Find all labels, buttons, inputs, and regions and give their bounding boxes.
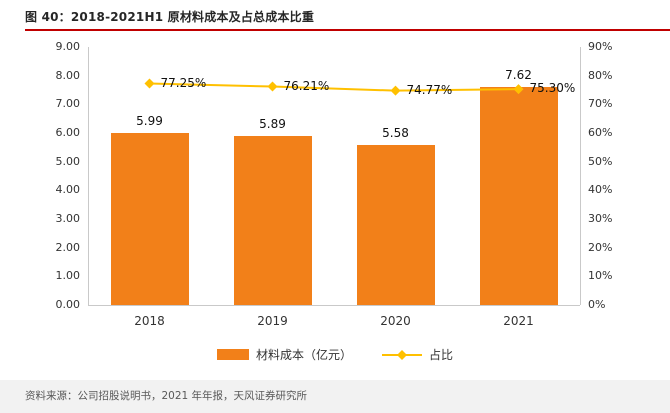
bar-value-label: 5.58 <box>382 126 409 141</box>
diamond-marker-icon <box>144 78 155 89</box>
right-axis-tick: 70% <box>588 97 613 111</box>
diamond-marker-icon <box>513 84 524 95</box>
right-axis-tick: 60% <box>588 126 613 139</box>
x-axis-line <box>88 305 580 306</box>
right-axis-tick: 20% <box>588 240 613 254</box>
right-axis-tick: 80% <box>588 68 613 82</box>
cost-bar <box>233 136 312 305</box>
left-axis-tick: 1.00 <box>55 269 81 283</box>
x-axis-label: 2020 <box>380 314 411 328</box>
x-axis-label: 2018 <box>134 314 165 328</box>
left-axis-tick: 4.00 <box>55 183 81 197</box>
source-footer: 资料来源：公司招股说明书，2021 年年报，天风证券研究所 <box>0 380 670 413</box>
right-axis-tick: 0% <box>588 298 606 311</box>
chart-legend: 材料成本（亿元） 占比 <box>0 346 670 363</box>
right-axis-tick: 40% <box>588 183 613 197</box>
ratio-value-label: 75.30% <box>529 81 576 96</box>
cost-bar <box>356 145 435 305</box>
right-axis-tick: 90% <box>588 40 613 53</box>
legend-item-line: 占比 <box>382 346 453 363</box>
diamond-marker-icon <box>267 81 278 92</box>
left-axis-tick: 7.00 <box>55 97 81 111</box>
x-axis-label: 2021 <box>503 314 534 328</box>
diamond-marker-icon <box>390 85 401 96</box>
bar-value-label: 5.89 <box>259 117 286 132</box>
legend-bar-label: 材料成本（亿元） <box>255 348 352 362</box>
right-axis-line <box>580 47 581 305</box>
right-axis-tick: 10% <box>588 269 613 283</box>
left-axis-tick: 6.00 <box>55 126 81 139</box>
bar-value-label: 5.99 <box>136 114 163 129</box>
source-text: 资料来源：公司招股说明书，2021 年年报，天风证券研究所 <box>25 390 308 402</box>
cost-bar <box>479 86 558 305</box>
title-rule <box>25 29 670 31</box>
left-axis-tick: 5.00 <box>55 154 81 168</box>
ratio-value-label: 77.25% <box>160 75 207 90</box>
left-axis-tick: 8.00 <box>55 68 81 82</box>
left-axis-tick: 2.00 <box>55 240 81 254</box>
cost-bar <box>110 133 189 305</box>
line-diamond-swatch-icon <box>382 349 422 360</box>
bar-swatch-icon <box>216 349 249 360</box>
ratio-value-label: 76.21% <box>283 78 330 93</box>
left-axis-tick: 9.00 <box>55 40 81 53</box>
legend-item-bar: 材料成本（亿元） <box>216 346 352 363</box>
figure-title: 图 40：2018-2021H1 原材料成本及占总成本比重 <box>25 10 315 24</box>
legend-line-label: 占比 <box>429 348 454 362</box>
left-axis-tick: 0.00 <box>55 298 81 311</box>
bar-value-label: 7.62 <box>505 67 532 82</box>
right-axis-tick: 30% <box>588 212 613 225</box>
combo-chart: 0.00 1.00 2.00 3.00 4.00 5.00 6.00 7.00 8.00 9.00… <box>55 40 613 328</box>
left-axis-tick: 3.00 <box>55 212 81 225</box>
ratio-value-label: 74.77% <box>406 82 453 97</box>
ratio-line <box>144 78 524 96</box>
right-axis-tick: 50% <box>588 154 613 168</box>
y-axis-line <box>88 47 89 305</box>
x-axis-label: 2019 <box>257 314 288 328</box>
